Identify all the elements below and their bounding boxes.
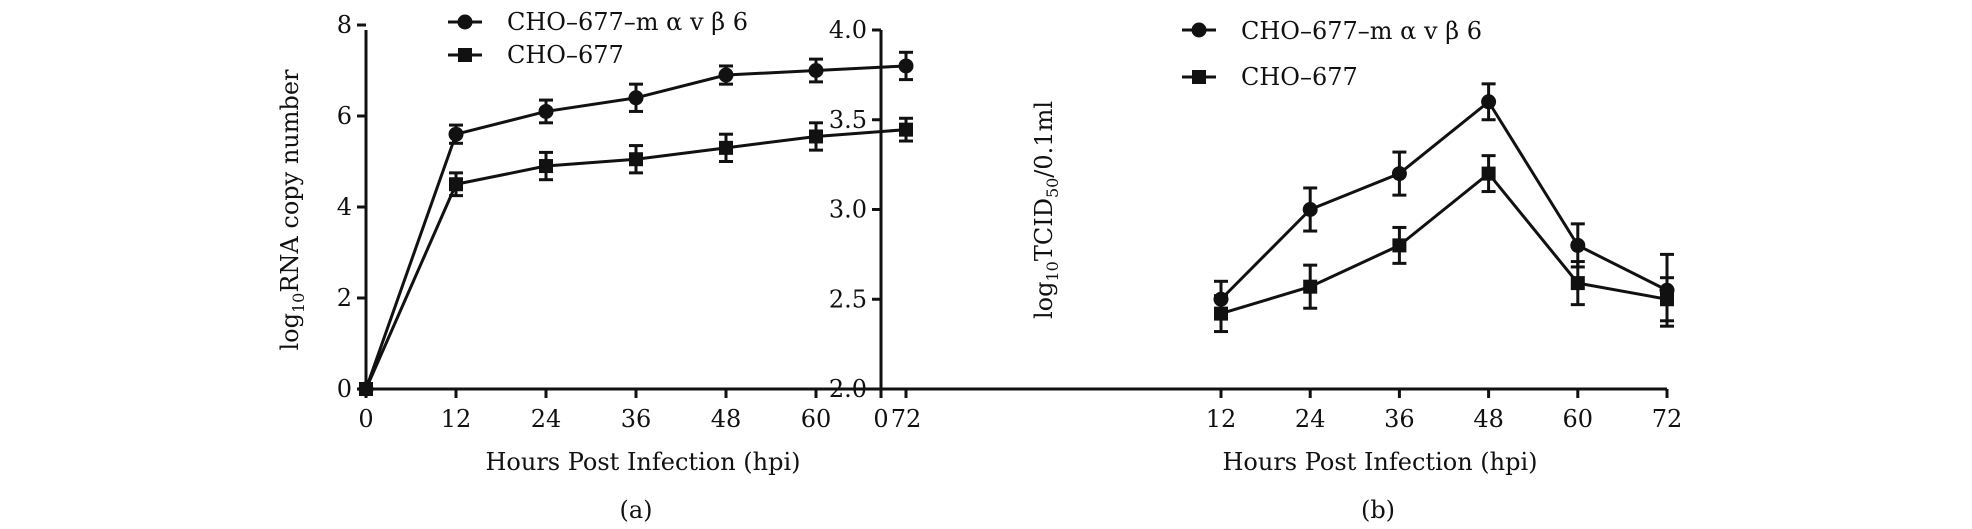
panel-b-series-1-point <box>1392 238 1407 253</box>
panel-b-series <box>1213 82 1675 334</box>
panel-a-ytick-label: 8 <box>337 11 352 39</box>
panel-a-y-title-pre: log <box>276 313 304 351</box>
panel-a-series-0-point <box>718 67 734 83</box>
panel-a-series-1-point <box>719 140 733 155</box>
panel-b-legend: CHO–677–m α v β 6 CHO–677 <box>1182 17 1482 91</box>
panel-b-xtick-label: 48 <box>1473 405 1504 433</box>
panel-b-series-1-point <box>1660 292 1674 307</box>
panel-a-y-title-sub: 10 <box>289 293 308 313</box>
panel-a-label: (a) <box>619 496 652 524</box>
legend-circle-icon <box>1191 22 1207 38</box>
panel-b-y-axis-title: log10TCID50/0.1ml <box>1030 101 1062 319</box>
panel-a-ytick-label: 0 <box>337 375 352 403</box>
panel-b-ytick-label: 3.0 <box>829 196 867 224</box>
panel-b-y-title-sub2: 50 <box>1043 178 1062 198</box>
panel-a-legend-item-1: CHO–677 <box>448 41 624 69</box>
panel-b-x-ticks: 0 12 24 36 48 60 72 <box>873 389 1682 433</box>
panel-b-x-axis-title: Hours Post Infection (hpi) <box>1222 448 1537 476</box>
legend-circle-icon <box>457 14 473 30</box>
panel-b-xtick-label: 24 <box>1295 405 1326 433</box>
panel-a-series-0-point <box>808 63 824 78</box>
panel-b-ytick-label: 2.0 <box>829 375 867 403</box>
panel-a-ytick-label: 4 <box>337 193 352 221</box>
panel-a-series-1-point <box>809 129 823 144</box>
panel-b-y-title-pre: log <box>1030 282 1058 320</box>
panel-a-xtick-label: 72 <box>891 405 922 433</box>
panel-b-series-0-point <box>1481 94 1497 110</box>
panel-a-y-ticks: 0 2 4 6 8 <box>337 11 366 403</box>
legend-square-icon <box>458 48 472 62</box>
panel-b-series-0-point <box>1570 237 1586 253</box>
panel-a-legend: CHO–677–m α v β 6 CHO–677 <box>448 8 748 69</box>
panel-a-xtick-label: 24 <box>531 405 562 433</box>
panel-a-series-0-point <box>898 58 914 74</box>
panel-b-ytick-label: 2.5 <box>829 285 867 313</box>
panel-b-legend-item-0: CHO–677–m α v β 6 <box>1182 17 1482 45</box>
panel-a-ytick-label: 6 <box>337 102 352 130</box>
panel-b-xtick-label: 0 <box>873 405 888 433</box>
panel-a-xtick-label: 60 <box>801 405 832 433</box>
legend-square-icon <box>1192 70 1206 84</box>
panel-b-series-1-point <box>1481 166 1496 181</box>
panel-a-xtick-label: 12 <box>441 405 472 433</box>
panel-a-series-1-point <box>449 177 463 192</box>
panel-a-y-title-post: RNA copy number <box>276 69 304 293</box>
panel-a-series-1-point <box>899 122 913 137</box>
panel-b-series-0-point <box>1391 166 1407 182</box>
panel-a-xtick-label: 0 <box>358 405 373 433</box>
panel-a-xtick-label: 36 <box>621 405 652 433</box>
panel-b-ytick-label: 3.5 <box>829 106 867 134</box>
panel-a-x-axis-title: Hours Post Infection (hpi) <box>485 448 800 476</box>
panel-a-ytick-label: 2 <box>337 284 352 312</box>
panel-b-xtick-label: 36 <box>1384 405 1415 433</box>
panel-b-legend-label-1: CHO–677 <box>1241 63 1358 91</box>
panel-a-x-ticks: 0 12 24 36 48 60 72 <box>358 389 921 433</box>
panel-a-series-0-point <box>448 126 464 142</box>
panel-b-series-1-point <box>1570 276 1585 291</box>
panel-b-label: (b) <box>1361 496 1395 524</box>
panel-b-y-title-mid: TCID <box>1030 198 1058 261</box>
panel-a-series-0-point <box>538 103 554 119</box>
panel-b-ytick-label: 4.0 <box>829 16 867 44</box>
panel-b-xtick-label: 72 <box>1652 405 1683 433</box>
panel-a-legend-label-1: CHO–677 <box>507 41 624 69</box>
panel-b: 2.0 2.5 3.0 3.5 4.0 0 12 24 36 48 60 72 log10TCID5… <box>829 16 1682 524</box>
panel-b-series-1-point <box>1303 279 1318 294</box>
panel-b-series-1-line <box>1220 171 1668 316</box>
panel-a-series-1-point <box>539 159 553 174</box>
panel-a-y-axis-title: log10RNA copy number <box>276 69 308 351</box>
panel-b-legend-label-0: CHO–677–m α v β 6 <box>1241 17 1482 45</box>
panel-b-y-title-sub: 10 <box>1043 261 1062 281</box>
panel-a-series <box>358 50 914 397</box>
panel-a-series-1-point <box>629 152 643 167</box>
panel-a-series-0-line <box>364 64 907 390</box>
panel-a-series-1-point <box>359 382 373 396</box>
panel-a-legend-item-0: CHO–677–m α v β 6 <box>448 8 748 36</box>
panel-a-legend-label-0: CHO–677–m α v β 6 <box>507 8 748 36</box>
panel-b-xtick-label: 12 <box>1206 405 1237 433</box>
panel-b-legend-item-1: CHO–677 <box>1182 63 1358 91</box>
panel-b-series-1-point <box>1214 306 1228 321</box>
panel-a-xtick-label: 48 <box>711 405 742 433</box>
panel-b-series-0-line <box>1219 99 1668 301</box>
panel-b-series-0-point <box>1302 202 1318 217</box>
panel-b-y-ticks: 2.0 2.5 3.0 3.5 4.0 <box>829 16 881 403</box>
panel-b-y-title-post: /0.1ml <box>1030 101 1058 178</box>
panel-a-series-0-point <box>628 90 644 106</box>
panel-b-xtick-label: 60 <box>1563 405 1594 433</box>
